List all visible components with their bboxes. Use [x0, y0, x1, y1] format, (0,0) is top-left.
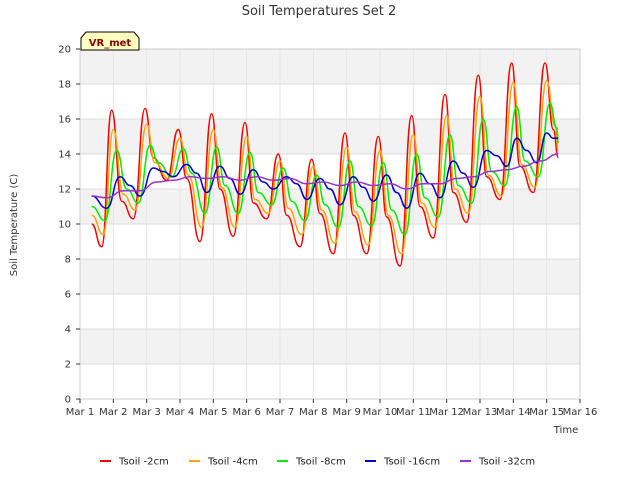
y-axis-label: Soil Temperature (C) — [9, 174, 20, 277]
series-line-tsoil-32cm — [91, 153, 559, 199]
x-tick-label: Mar 11 — [396, 407, 431, 418]
x-tick-label: Mar 16 — [563, 407, 598, 418]
plot-background — [80, 49, 580, 399]
x-tick-label: Mar 14 — [496, 407, 531, 418]
y-axis-ticks: 0 2 4 6 8 10 12 14 16 18 20 — [58, 45, 80, 406]
plot-band — [80, 224, 580, 259]
legend-label: Tsoil -32cm — [478, 457, 535, 468]
y-tick-label: 12 — [58, 185, 71, 196]
legend-label: Tsoil -16cm — [383, 457, 440, 468]
x-tick-label: Mar 15 — [529, 407, 564, 418]
plot-band — [80, 259, 580, 294]
y-tick-label: 8 — [65, 255, 71, 266]
series-lines — [91, 62, 560, 267]
legend-label: Tsoil -8cm — [295, 457, 346, 468]
y-tick-label: 6 — [65, 290, 71, 301]
station-badge-label: VR_met — [89, 38, 132, 49]
x-tick-label: Mar 4 — [166, 407, 194, 418]
series-line-tsoil-16cm — [91, 132, 559, 210]
x-tick-label: Mar 12 — [429, 407, 464, 418]
x-tick-label: Mar 7 — [266, 407, 294, 418]
x-tick-label: Mar 2 — [99, 407, 127, 418]
plot-band — [80, 329, 580, 364]
station-badge: VR_met — [80, 31, 140, 51]
x-tick-label: Mar 3 — [132, 407, 160, 418]
y-tick-label: 2 — [65, 360, 71, 371]
y-tick-label: 14 — [58, 150, 71, 161]
legend: Tsoil -2cm Tsoil -4cm Tsoil -8cm Tsoil -16c… — [100, 457, 535, 468]
plot-band — [80, 49, 580, 84]
x-axis-label: Time — [553, 425, 578, 436]
y-tick-label: 0 — [65, 395, 71, 406]
y-tick-label: 16 — [58, 115, 71, 126]
x-tick-label: Mar 8 — [299, 407, 327, 418]
y-tick-label: 20 — [58, 45, 71, 56]
y-tick-label: 10 — [58, 220, 71, 231]
legend-label: Tsoil -2cm — [118, 457, 169, 468]
x-tick-label: Mar 9 — [332, 407, 360, 418]
x-tick-label: Mar 5 — [199, 407, 227, 418]
x-tick-label: Mar 1 — [66, 407, 94, 418]
x-tick-label: Mar 10 — [363, 407, 398, 418]
legend-label: Tsoil -4cm — [207, 457, 258, 468]
series-line-tsoil-4cm — [91, 79, 560, 255]
plot-band — [80, 294, 580, 329]
chart-title: Soil Temperatures Set 2 — [242, 4, 397, 19]
y-tick-label: 4 — [65, 325, 71, 336]
x-axis-ticks: Mar 1 Mar 2 Mar 3 Mar 4 Mar 5 Mar 6 Mar 7 Mar 8… — [66, 399, 598, 418]
plot-band — [80, 119, 580, 154]
x-tick-label: Mar 6 — [232, 407, 260, 418]
plot-band — [80, 364, 580, 399]
y-tick-label: 18 — [58, 80, 71, 91]
plot-band — [80, 189, 580, 224]
plot-band — [80, 84, 580, 119]
x-tick-label: Mar 13 — [463, 407, 498, 418]
